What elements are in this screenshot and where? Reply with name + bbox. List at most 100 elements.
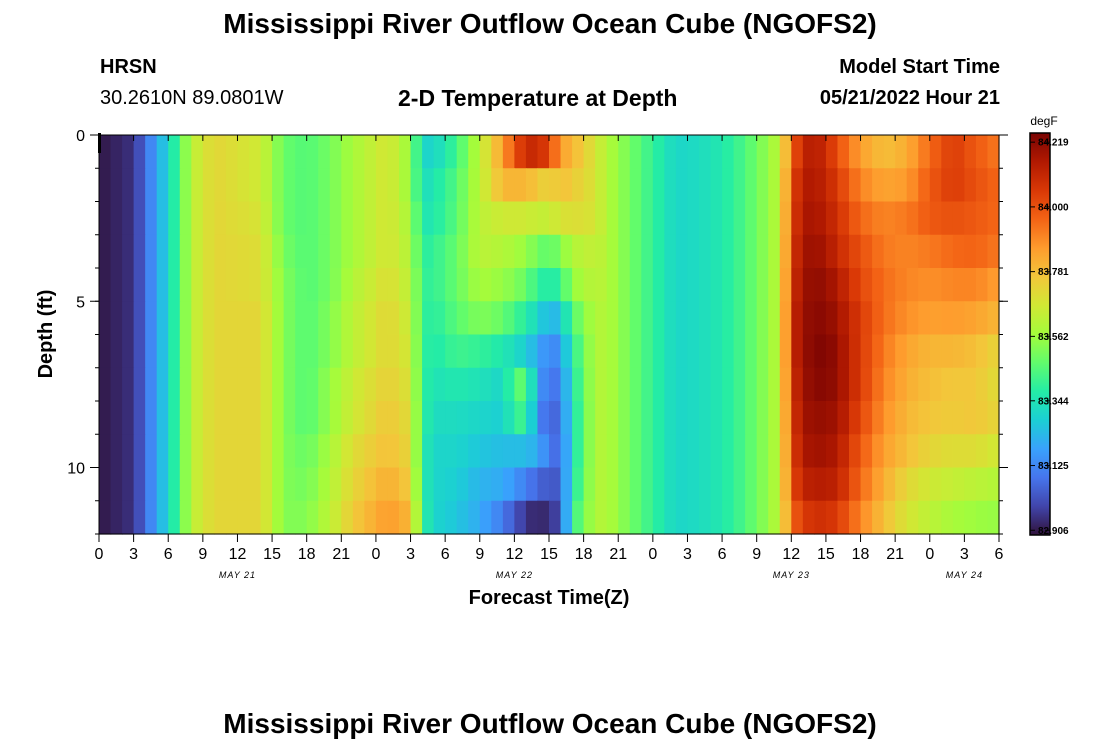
heatmap-cell [987,268,1000,302]
heatmap-cell [202,301,215,336]
heatmap-cell [583,367,596,402]
heatmap-cell [964,234,977,269]
heatmap-cell [502,500,515,535]
heatmap-cell [549,135,562,169]
heatmap-cell [283,201,296,236]
heatmap-cell [652,268,665,302]
heatmap-cell [99,367,112,402]
heatmap-cell [191,268,204,302]
heatmap-cell [491,234,504,269]
heatmap-cell [549,467,562,502]
heatmap-cell [652,401,665,435]
heatmap-cell [883,467,896,502]
heatmap-cell [687,168,700,203]
heatmap-cell [422,467,435,502]
heatmap-cell [675,301,689,336]
heatmap-cell [122,500,135,535]
heatmap-cell [225,268,239,302]
heatmap-cell [895,301,908,336]
heatmap-cell [145,234,158,269]
heatmap-cell [133,135,146,169]
heatmap-cell [352,234,365,269]
heatmap-cell [168,135,181,169]
heatmap-cell [479,434,492,469]
heatmap-cell [883,401,896,435]
heatmap-cell [583,334,596,369]
heatmap-cell [779,367,792,402]
heatmap-cell [422,135,435,169]
heatmap-cell [906,168,919,203]
heatmap-cell [906,434,919,469]
heatmap-cell [133,401,146,435]
heatmap-cell [514,168,527,203]
heatmap-cell [675,201,689,236]
heatmap-cell [779,201,792,236]
heatmap-cell [791,334,804,369]
heatmap-cell [664,234,677,269]
heatmap-cell [906,500,919,535]
heatmap-cell [479,334,492,369]
heatmap-cell [964,135,977,169]
heatmap-cell [895,401,908,435]
heatmap-cell [445,268,458,302]
heatmap-cell [375,201,389,236]
heatmap-cell [849,500,862,535]
heatmap-cell [941,268,954,302]
heatmap-cell [756,500,769,535]
heatmap-cell [860,201,873,236]
heatmap-cell [502,135,515,169]
heatmap-cell [329,500,342,535]
heatmap-cell [583,301,596,336]
heatmap-cell [202,434,215,469]
heatmap-cell [883,234,896,269]
heatmap-cell [468,234,481,269]
heatmap-cell [952,401,965,435]
heatmap-cell [687,401,700,435]
heatmap-cell [629,500,642,535]
heatmap-cell [929,367,942,402]
heatmap-cell [514,301,527,336]
heatmap-cell [133,434,146,469]
heatmap-cell [606,434,619,469]
x-tick-label: 3 [129,546,138,563]
heatmap-cell [491,367,504,402]
heatmap-cell [595,500,608,535]
heatmap-cell [514,500,527,535]
heatmap-cell [641,201,654,236]
heatmap-cell [722,301,735,336]
heatmap-cell [895,434,908,469]
heatmap-cell [364,168,377,203]
heatmap-cell [560,268,573,302]
heatmap-cell [618,367,631,402]
heatmap-cell [791,434,804,469]
heatmap-cell [110,467,123,502]
heatmap-cell [860,334,873,369]
heatmap-cell [918,301,931,336]
heatmap-cell [202,201,215,236]
heatmap-cell [849,135,862,169]
heatmap-cell [952,268,965,302]
heatmap-cell [952,201,965,236]
heatmap-cell [722,367,735,402]
heatmap-cell [975,467,989,502]
heatmap-cell [191,434,204,469]
heatmap-cell [837,434,850,469]
heatmap-cell [560,367,573,402]
heatmap-cell [375,168,389,203]
heatmap-cell [225,434,239,469]
heatmap-cell [225,234,239,269]
heatmap-cell [479,401,492,435]
heatmap-cell [699,201,712,236]
heatmap-cell [549,268,562,302]
y-tick-label: 5 [76,294,85,311]
heatmap-cell [687,135,700,169]
heatmap-cell [514,367,527,402]
heatmap-cell [479,168,492,203]
heatmap-cell [883,168,896,203]
heatmap-cell [537,434,550,469]
heatmap-cell [99,434,112,469]
heatmap-cell [283,434,296,469]
heatmap-cell [329,168,342,203]
heatmap-cell [145,467,158,502]
heatmap-cell [606,301,619,336]
